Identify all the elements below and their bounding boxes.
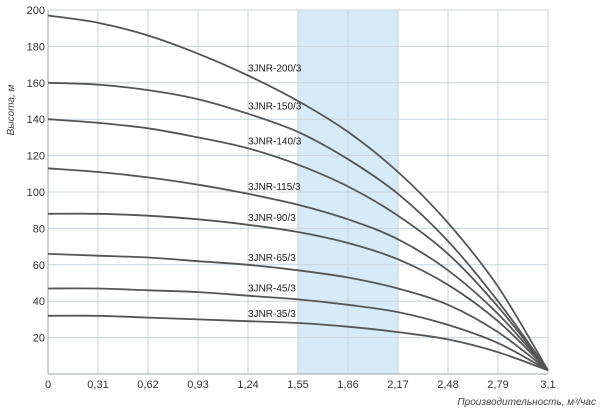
- y-tick-label: 180: [27, 41, 45, 53]
- x-tick-label: 1,55: [287, 379, 308, 391]
- series-label: 3JNR-115/3: [248, 182, 301, 193]
- series-label: 3JNR-45/3: [248, 284, 296, 295]
- y-tick-label: 120: [27, 151, 45, 163]
- x-tick-label: 3,1: [540, 379, 555, 391]
- series-line-3jnr-35-3: [47, 314, 549, 372]
- x-tick-label: 1,24: [237, 379, 258, 391]
- series-line-3jnr-65-3: [47, 253, 549, 372]
- series-label: 3JNR-90/3: [248, 213, 296, 224]
- x-tick-label: 0,31: [87, 379, 108, 391]
- axes-layer: 0 0,31 0,62 0,93 1,24 1,55 1,86 2,17 2,48 2,79 3,1…: [27, 5, 556, 391]
- series-line-3jnr-200-3: [47, 14, 549, 371]
- series-label: 3JNR-200/3: [248, 64, 302, 75]
- series-label: 3JNR-65/3: [248, 253, 296, 264]
- x-tick-label: 0: [45, 379, 51, 391]
- y-axis-label: Высота, м: [6, 84, 17, 135]
- y-tick-label: 40: [33, 296, 45, 308]
- grid-layer: [47, 9, 549, 374]
- series-line-3jnr-90-3: [47, 212, 549, 372]
- series-label: 3JNR-35/3: [248, 309, 296, 320]
- y-tick-label: 100: [27, 187, 45, 199]
- x-tick-label: 2,79: [487, 379, 508, 391]
- x-tick-label: 2,17: [387, 379, 408, 391]
- x-tick-label: 2,48: [437, 379, 458, 391]
- series-line-3jnr-140-3: [47, 118, 549, 371]
- series-label: 3JNR-150/3: [248, 102, 302, 113]
- series-line-3jnr-150-3: [47, 81, 549, 371]
- series-line-3jnr-115-3: [47, 167, 549, 371]
- series-labels-layer: 3JNR-200/3 3JNR-150/3 3JNR-140/3 3JNR-115/3…: [248, 64, 302, 321]
- series-label: 3JNR-140/3: [248, 136, 302, 147]
- x-axis-label: Производительность, м³/час: [457, 397, 596, 408]
- x-tick-label: 0,62: [137, 379, 158, 391]
- y-tick-label: 80: [33, 223, 45, 235]
- x-tick-label: 0,93: [187, 379, 208, 391]
- series-layer: [47, 14, 549, 372]
- y-tick-label: 60: [33, 260, 45, 272]
- series-line-3jnr-45-3: [47, 287, 549, 372]
- y-tick-label: 160: [27, 78, 45, 90]
- y-tick-label: 200: [27, 5, 45, 17]
- y-tick-label: 20: [33, 333, 45, 345]
- x-tick-label: 1,86: [337, 379, 358, 391]
- y-tick-label: 140: [27, 114, 45, 126]
